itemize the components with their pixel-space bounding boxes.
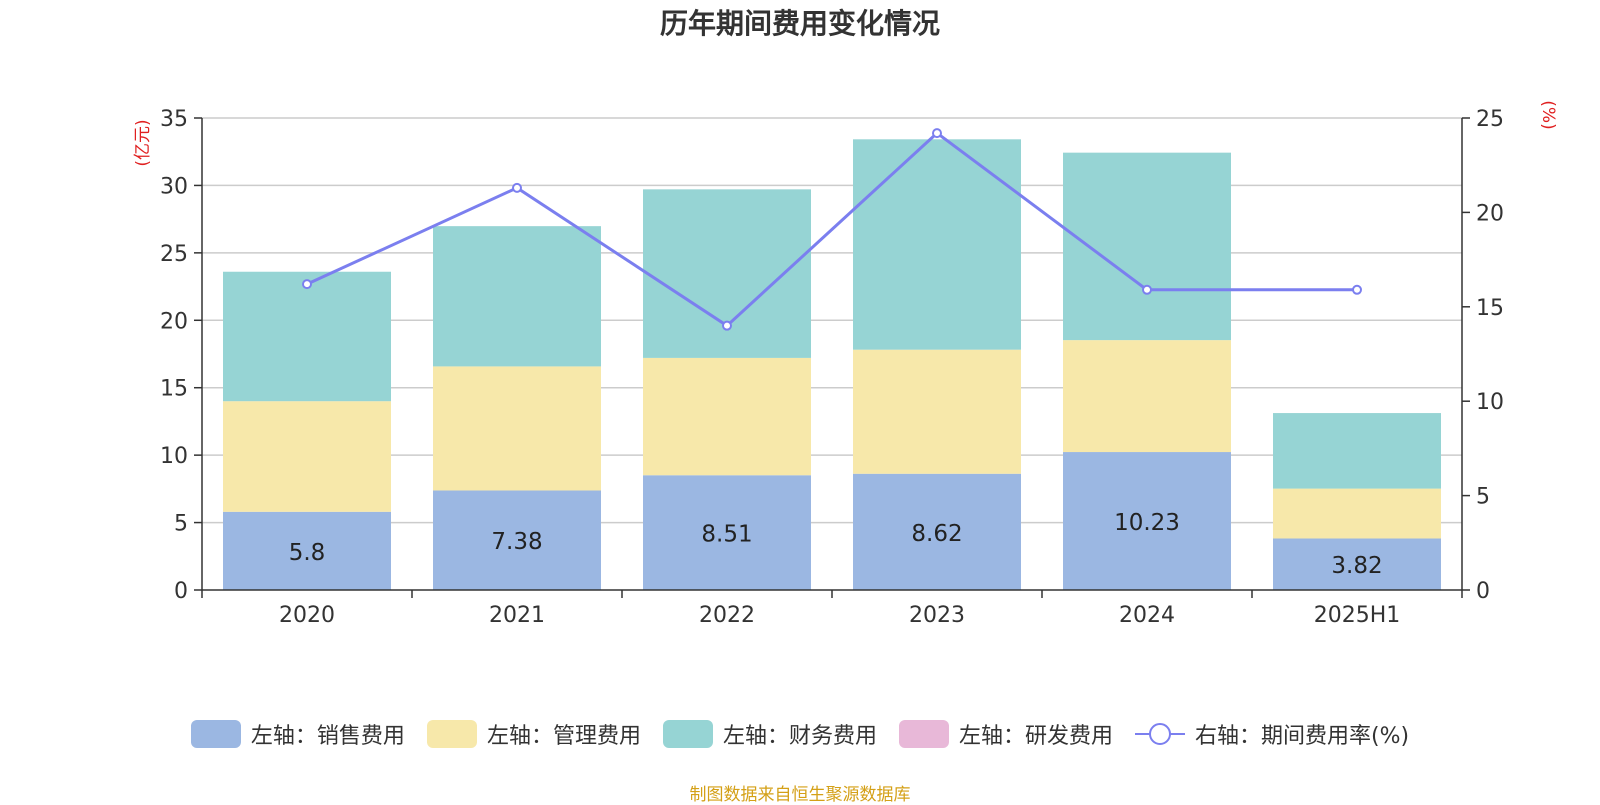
left-axis-tick-label: 25 (160, 242, 188, 267)
legend-item-admin[interactable]: 左轴：管理费用 (426, 718, 641, 750)
left-axis-tick-label: 0 (174, 579, 188, 604)
bar-segment-0 (643, 475, 811, 590)
bar-data-label: 8.62 (911, 521, 962, 547)
rate-point (932, 128, 942, 139)
bar-segment-1 (223, 401, 391, 512)
bar-segment-0 (1063, 452, 1231, 590)
legend-line-rate-icon (1134, 723, 1185, 745)
rate-point (1142, 284, 1152, 295)
legend-label-admin: 左轴：管理费用 (486, 724, 641, 749)
right-axis-tick-label: 25 (1476, 107, 1504, 132)
bar-segment-1 (433, 366, 601, 491)
right-axis-tick-label: 15 (1476, 296, 1504, 321)
bar-segment-0 (1273, 538, 1441, 590)
left-axis-tick-label: 10 (160, 444, 188, 469)
bar-segment-0 (223, 511, 391, 590)
x-axis-tick-label: 2025H1 (1314, 603, 1401, 628)
legend-item-finance[interactable]: 左轴：财务费用 (662, 718, 877, 750)
legend-item-rd[interactable]: 左轴：研发费用 (898, 718, 1113, 750)
legend-label-rd: 左轴：研发费用 (958, 724, 1113, 749)
chart-svg: 0 5 10 15 20 25 30 35 0 5 10 15 20 25 (亿元) (%) 5.8 2020 7.… (133, 100, 1558, 628)
bar-segment-1 (853, 349, 1021, 474)
x-axis-tick-label: 2020 (279, 603, 335, 628)
bar-segment-0 (853, 473, 1021, 590)
right-axis-title: (%) (1538, 100, 1558, 129)
rate-point (722, 320, 732, 331)
legend-label-sales: 左轴：销售费用 (250, 724, 405, 749)
left-axis-title: (亿元) (133, 119, 153, 166)
bar-segment-1 (1063, 340, 1231, 453)
bar-segment-1 (643, 357, 811, 476)
bar-segment-2 (1273, 413, 1441, 489)
bar-segment-0 (433, 490, 601, 590)
right-axis-tick-label: 0 (1476, 579, 1490, 604)
legend: 左轴：销售费用 左轴：管理费用 左轴：财务费用 左轴：研发费用 右轴：期间费用率… (0, 718, 1600, 750)
rate-line (306, 131, 1357, 328)
right-axis-tick-label: 5 (1476, 485, 1490, 510)
bar-data-label: 5.8 (289, 540, 326, 566)
legend-label-rate: 右轴：期间费用率(%) (1194, 724, 1410, 749)
legend-label-finance: 左轴：财务费用 (722, 724, 877, 749)
left-axis-tick-label: 35 (160, 107, 188, 132)
bar-data-label: 10.23 (1114, 510, 1180, 536)
legend-swatch-finance (662, 720, 713, 748)
rate-point (1352, 284, 1362, 295)
rate-point (512, 182, 522, 193)
rate-point (302, 279, 312, 290)
x-axis-tick-label: 2023 (909, 603, 965, 628)
legend-swatch-rd (898, 720, 949, 748)
bar-segment-2 (853, 139, 1021, 350)
legend-swatch-sales (190, 720, 241, 748)
x-axis-tick-label: 2022 (699, 603, 755, 628)
x-axis-tick-label: 2021 (489, 603, 545, 628)
right-axis-tick-label: 20 (1476, 201, 1504, 226)
bar-data-label: 7.38 (491, 529, 542, 555)
legend-item-rate[interactable]: 右轴：期间费用率(%) (1134, 718, 1410, 750)
data-source-note: 制图数据来自恒生聚源数据库 (689, 785, 911, 805)
chart-title: 历年期间费用变化情况 (659, 7, 940, 40)
left-axis-tick-label: 30 (160, 174, 188, 199)
bar-data-label: 8.51 (701, 522, 752, 548)
bar-segment-2 (433, 226, 601, 367)
bar-data-label: 3.82 (1331, 553, 1382, 579)
left-axis-tick-label: 20 (160, 309, 188, 334)
x-axis-tick-label: 2024 (1119, 603, 1175, 628)
left-axis-tick-label: 15 (160, 377, 188, 402)
legend-item-sales[interactable]: 左轴：销售费用 (190, 718, 405, 750)
right-axis-tick-label: 10 (1476, 390, 1504, 415)
left-axis-tick-label: 5 (174, 512, 188, 537)
bar-segment-2 (223, 271, 391, 402)
bar-segment-1 (1273, 488, 1441, 539)
legend-swatch-admin (426, 720, 477, 748)
